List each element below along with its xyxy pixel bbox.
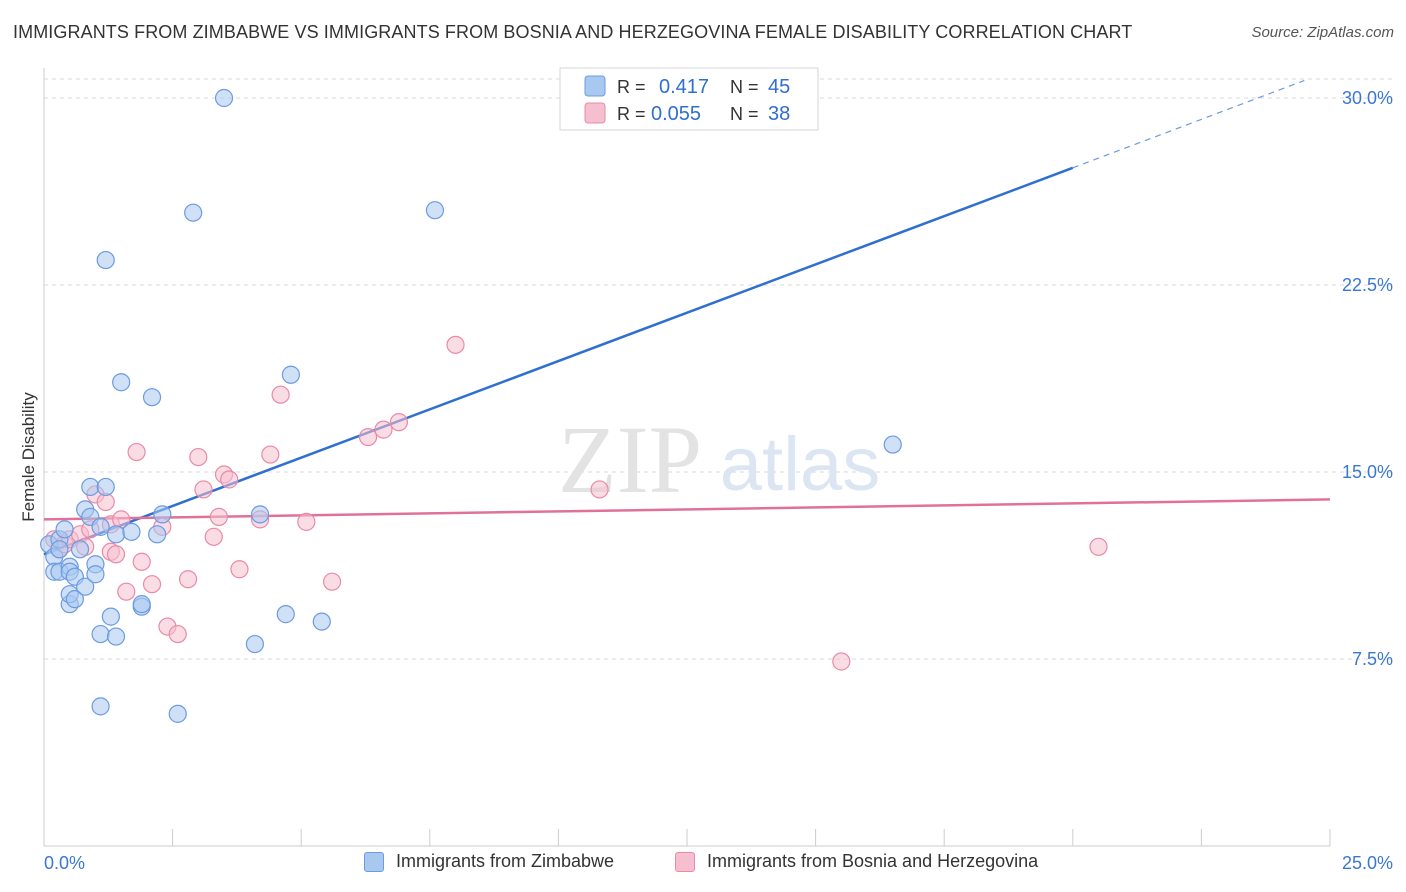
point-zimbabwe-4 <box>50 540 69 559</box>
point-bosnia-19 <box>168 624 187 644</box>
bottom-legend-item-zimbabwe: Immigrants from Zimbabwe <box>364 851 614 872</box>
trend-line-zimbabwe <box>43 166 1074 556</box>
source-credit: Source: ZipAtlas.com <box>1251 24 1394 41</box>
point-zimbabwe-17 <box>81 477 100 497</box>
point-bosnia-37 <box>590 480 609 499</box>
trend-line-zimbabwe-extension <box>1072 79 1305 169</box>
bottom-legend-swatch-bosnia <box>675 851 695 872</box>
top-legend: R = 0.417 N = 45 R = 0.055 N = 38 <box>559 67 819 131</box>
point-bosnia-29 <box>261 445 280 464</box>
data-points <box>40 88 1108 723</box>
point-bosnia-23 <box>204 527 223 546</box>
point-zimbabwe-36 <box>184 203 203 222</box>
point-zimbabwe-11 <box>65 590 84 609</box>
legend-swatch-bosnia <box>584 102 606 124</box>
point-bosnia-14 <box>127 442 146 462</box>
point-zimbabwe-24 <box>96 250 115 270</box>
point-bosnia-38 <box>832 652 851 671</box>
point-zimbabwe-41 <box>281 365 301 384</box>
y-tick-label-1: 15.0% <box>1342 462 1393 482</box>
bottom-legend-label-bosnia: Immigrants from Bosnia and Herzegovina <box>707 851 1039 871</box>
point-bosnia-36 <box>446 335 465 354</box>
point-zimbabwe-22 <box>91 624 110 644</box>
point-zimbabwe-40 <box>276 605 295 624</box>
point-bosnia-22 <box>194 480 213 499</box>
chart-title: IMMIGRANTS FROM ZIMBABWE VS IMMIGRANTS F… <box>13 22 1133 42</box>
point-zimbabwe-26 <box>106 525 126 544</box>
point-bosnia-30 <box>271 385 290 404</box>
point-bosnia-33 <box>358 427 378 447</box>
x-axis-ticks <box>43 829 1331 846</box>
point-zimbabwe-31 <box>132 595 151 614</box>
point-zimbabwe-19 <box>86 565 105 584</box>
legend-r-value-bosnia: 0.055 <box>651 103 701 125</box>
point-bosnia-35 <box>389 413 409 432</box>
legend-n-value-zimbabwe: 45 <box>768 76 790 98</box>
point-zimbabwe-38 <box>245 634 265 654</box>
point-zimbabwe-15 <box>76 577 95 596</box>
point-zimbabwe-27 <box>106 627 126 646</box>
legend-r-value-zimbabwe: 0.417 <box>659 76 709 98</box>
point-bosnia-24 <box>209 507 228 526</box>
legend-r-label-bosnia: R = <box>617 104 646 124</box>
point-bosnia-16 <box>142 575 162 594</box>
point-bosnia-20 <box>178 570 198 589</box>
point-zimbabwe-21 <box>91 697 110 716</box>
y-tick-label-0: 7.5% <box>1352 649 1393 669</box>
legend-n-value-bosnia: 38 <box>768 103 790 125</box>
point-bosnia-15 <box>132 552 151 571</box>
y-tick-label-3: 30.0% <box>1342 88 1393 108</box>
legend-swatch-zimbabwe <box>584 75 606 97</box>
point-bosnia-39 <box>1089 537 1108 556</box>
point-bosnia-32 <box>322 572 342 591</box>
watermark-atlas: atlas <box>720 422 881 507</box>
point-bosnia-31 <box>297 512 316 531</box>
point-zimbabwe-43 <box>425 201 445 220</box>
watermark-zip: ZIP <box>558 406 702 513</box>
bottom-legend-swatch-zimbabwe <box>364 851 384 872</box>
point-zimbabwe-13 <box>70 540 90 559</box>
bottom-legend-item-bosnia: Immigrants from Bosnia and Herzegovina <box>675 851 1038 872</box>
point-zimbabwe-20 <box>91 517 110 536</box>
legend-r-label-zimbabwe: R = <box>617 77 646 97</box>
point-zimbabwe-32 <box>142 388 162 407</box>
point-zimbabwe-23 <box>96 477 115 497</box>
point-zimbabwe-37 <box>214 88 234 108</box>
x-tick-label-0: 0.0% <box>44 853 85 873</box>
x-tick-labels: 0.0% 25.0% <box>44 853 1393 873</box>
point-bosnia-26 <box>220 470 239 489</box>
point-zimbabwe-6 <box>55 520 74 539</box>
point-bosnia-11 <box>106 545 126 564</box>
y-axis-label: Female Disability <box>19 392 38 522</box>
point-zimbabwe-25 <box>101 607 120 626</box>
bottom-legend: Immigrants from Zimbabwe Immigrants from… <box>0 851 1406 881</box>
point-zimbabwe-39 <box>250 505 270 524</box>
point-zimbabwe-28 <box>112 373 131 392</box>
x-tick-label-1: 25.0% <box>1342 853 1393 873</box>
y-tick-labels: 7.5% 15.0% 22.5% 30.0% <box>1342 88 1393 669</box>
point-zimbabwe-44 <box>883 435 902 454</box>
legend-n-label-bosnia: N = <box>730 104 759 124</box>
point-bosnia-13 <box>117 582 136 601</box>
y-tick-label-2: 22.5% <box>1342 275 1393 295</box>
point-zimbabwe-29 <box>122 522 141 541</box>
bottom-legend-label-zimbabwe: Immigrants from Zimbabwe <box>396 851 615 871</box>
point-zimbabwe-33 <box>148 525 167 544</box>
point-zimbabwe-42 <box>312 612 331 631</box>
point-zimbabwe-34 <box>153 505 172 524</box>
point-zimbabwe-35 <box>168 704 187 723</box>
point-bosnia-21 <box>189 447 208 467</box>
point-bosnia-27 <box>230 560 249 579</box>
point-bosnia-34 <box>374 420 393 439</box>
legend-n-label-zimbabwe: N = <box>730 77 759 97</box>
